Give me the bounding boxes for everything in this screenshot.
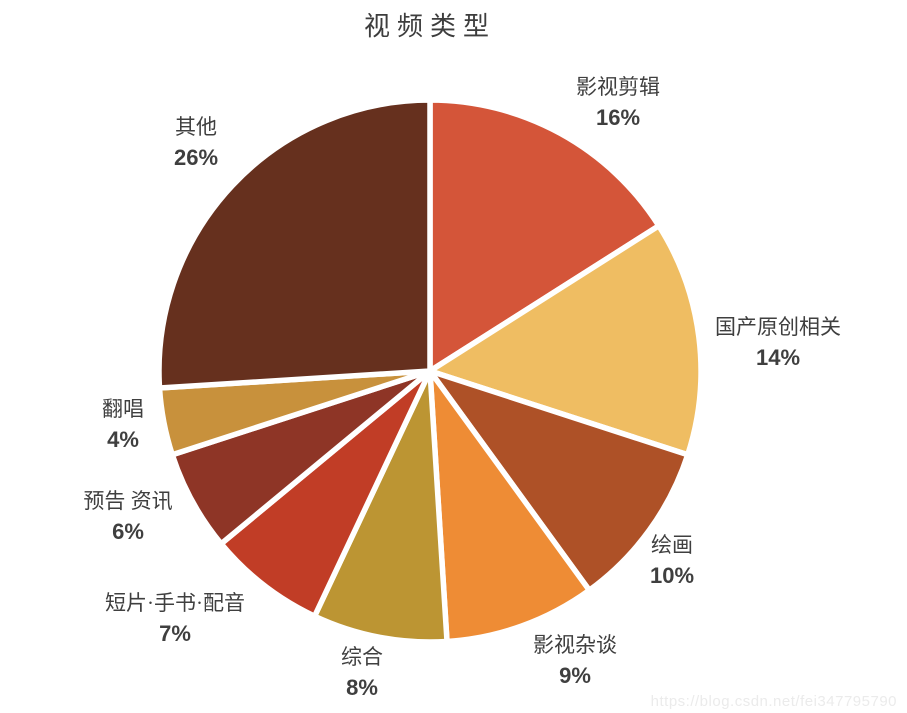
slice-name: 影视剪辑 (576, 75, 660, 99)
slice-percent: 9% (559, 663, 591, 688)
slice-label-9: 其他 26% (126, 112, 266, 173)
slice-name: 预告 资讯 (83, 489, 173, 513)
slice-percent: 10% (649, 563, 695, 588)
slice-name: 影视杂谈 (533, 633, 617, 657)
pie-slice-1 (427, 97, 663, 377)
slice-label-4: 影视杂谈 9% (480, 630, 670, 691)
slice-name: 其他 (175, 115, 217, 139)
slice-name: 综合 (341, 645, 383, 669)
watermark: https://blog.csdn.net/fei347795790 (650, 693, 897, 710)
pie-slice-2 (423, 221, 704, 459)
slice-name: 翻唱 (102, 397, 144, 421)
slice-percent: 6% (112, 519, 144, 544)
slice-percent: 16% (595, 105, 641, 130)
slice-percent: 4% (107, 427, 139, 452)
slice-label-6: 短片·手书·配音 7% (60, 588, 290, 649)
slice-percent: 8% (346, 675, 378, 700)
slice-label-8: 翻唱 4% (58, 394, 188, 455)
pie-slice-4 (426, 361, 594, 645)
pie-slice-9 (156, 97, 433, 391)
slice-label-2: 国产原创相关 14% (673, 312, 883, 373)
slice-label-7: 预告 资讯 6% (38, 486, 218, 547)
slice-label-5: 综合 8% (292, 642, 432, 703)
slice-name: 绘画 (651, 533, 693, 557)
slice-percent: 14% (755, 345, 801, 370)
slice-name: 短片·手书·配音 (105, 591, 245, 615)
slice-label-3: 绘画 10% (602, 530, 742, 591)
chart-title: 视频类型 (363, 12, 496, 41)
pie-slice-5 (310, 369, 450, 645)
slice-name: 国产原创相关 (715, 315, 841, 339)
slice-percent: 26% (173, 145, 219, 170)
pie-slice-3 (422, 365, 692, 595)
slice-percent: 7% (159, 621, 191, 646)
slice-label-1: 影视剪辑 16% (523, 72, 713, 133)
